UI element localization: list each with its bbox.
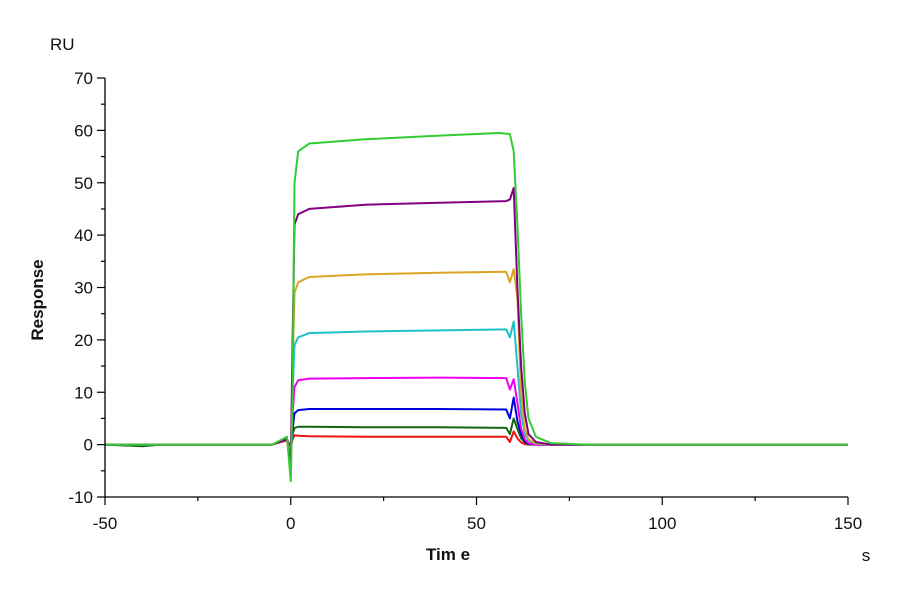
series-line-curve-6 [105, 396, 848, 451]
x-ticks: -50 0 50 100 150 [93, 497, 862, 533]
y-axis-title: Response [28, 259, 47, 340]
x-tick-label: 150 [834, 514, 862, 533]
y-tick-label: 50 [74, 174, 93, 193]
series-line-curve-4 [105, 320, 848, 457]
y-tick-label: 30 [74, 279, 93, 298]
plot-lines [104, 132, 848, 483]
x-axis-title: Tim e [426, 545, 470, 564]
y-tick-label: 20 [74, 331, 93, 350]
y-tick-label: -10 [68, 488, 93, 507]
axes: -10 0 10 20 30 40 50 60 70 -50 0 50 100 150 [68, 69, 862, 533]
x-tick-label: -50 [93, 514, 118, 533]
y-tick-label: 60 [74, 121, 93, 140]
x-tick-label: 50 [467, 514, 486, 533]
x-tick-label: 100 [648, 514, 676, 533]
series-line-curve-3 [105, 268, 848, 462]
y-unit-label: RU [50, 35, 75, 54]
y-tick-label: 10 [74, 383, 93, 402]
y-tick-label: 70 [74, 69, 93, 88]
series-line-curve-1 [105, 132, 848, 483]
series-line-curve-5 [105, 376, 848, 454]
y-tick-label: 40 [74, 226, 93, 245]
series-line-curve-7 [104, 417, 848, 449]
x-tick-label: 0 [286, 514, 295, 533]
series-line-curve-2 [105, 187, 848, 467]
y-ticks: -10 0 10 20 30 40 50 60 70 [68, 69, 105, 507]
x-unit-label: s [862, 546, 871, 565]
y-tick-label: 0 [84, 436, 93, 455]
